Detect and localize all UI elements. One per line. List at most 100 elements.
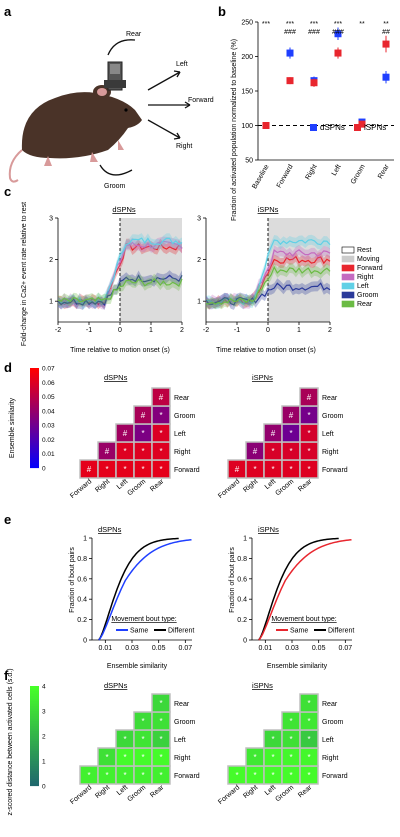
panel-c-chart: -2 -1 0 1 2 1 2 3 -2 -1 0 1 2 1 2 3 Rest Moving Forward Rig…: [49, 216, 383, 335]
c-legend-label: Left: [357, 283, 369, 290]
d-colorbar-seg: [30, 438, 39, 441]
d-colorbar-seg: [30, 383, 39, 386]
d-dspn-cell-mark: #: [159, 393, 164, 402]
c-line-rear: [205, 265, 331, 305]
d-dspn-cell-mark: *: [159, 429, 162, 438]
f-colorbar-seg: [30, 736, 39, 739]
d-colorbar-tick: 0: [42, 466, 46, 473]
d-dspn-cell-mark: #: [105, 447, 110, 456]
c-xtick-label: -2: [55, 327, 61, 334]
d-dspn-cell-mark: *: [159, 447, 162, 456]
f-dspn-cell-mark: *: [159, 753, 162, 762]
panel-e-chart: 0 0.2 0.4 0.6 0.8 1 0.01 0.03 0.05 0.07 Same Differ…: [77, 536, 354, 653]
right-arrow: [147, 119, 181, 139]
d-colorbar-seg: [30, 375, 39, 379]
f-colorbar-tick: 4: [42, 684, 46, 691]
f-ispn-cell: [299, 693, 319, 713]
d-colorbar-seg: [30, 405, 39, 409]
left-arrow: [147, 71, 181, 91]
b-xtick-label: Groom: [350, 163, 367, 185]
e-xtick-label: 0.03: [125, 645, 139, 652]
b-hashes: ###: [332, 29, 344, 36]
panel-e-title-dspn: dSPNs: [98, 525, 122, 534]
d-ispn-cell-mark: *: [307, 465, 310, 474]
b-point: [382, 40, 390, 48]
d-dspn-cell-mark: *: [123, 465, 126, 474]
d-dspn-cell-mark: #: [87, 465, 92, 474]
b-point: [310, 79, 318, 87]
move-label-groom: Groom: [104, 183, 126, 190]
c-ytick-label: 1: [197, 299, 201, 306]
d-colorbar-seg: [30, 455, 39, 459]
move-label-forward: Forward: [188, 97, 214, 104]
e-ytick-label: 0.8: [77, 556, 87, 563]
d-ispn-cell-mark: *: [289, 465, 292, 474]
e-ytick-label: 1: [83, 536, 87, 543]
c-ytick-label: 3: [197, 216, 201, 223]
f-ispn-cell-mark: *: [289, 771, 292, 780]
f-ispn-cell-mark: *: [253, 753, 256, 762]
f-colorbar-seg: [30, 753, 39, 757]
c-xtick-label: 2: [180, 327, 184, 334]
f-colorbar-seg: [30, 731, 39, 734]
d-ispn-cell-mark: *: [271, 465, 274, 474]
e-xtick-label: 0.03: [285, 645, 299, 652]
b-legend-swatch: [310, 124, 317, 131]
d-colorbar-seg: [30, 425, 39, 429]
c-legend-swatch: [341, 300, 355, 308]
d-colorbar-seg: [30, 450, 39, 454]
f-colorbar-seg: [30, 766, 39, 769]
f-colorbar-seg: [30, 746, 39, 749]
panel-letter-b: b: [218, 4, 226, 19]
f-colorbar-tick: 0: [42, 784, 46, 791]
f-colorbar-seg: [30, 693, 39, 697]
d-colorbar-seg: [30, 433, 39, 436]
e-ytick-label: 0.2: [77, 617, 87, 624]
d-ispn-cell-mark: *: [307, 447, 310, 456]
c-legend-swatch: [341, 291, 355, 299]
c-legend-label: Right: [357, 274, 373, 281]
d-colorbar-seg: [30, 378, 39, 381]
e-ytick-label: 1: [243, 536, 247, 543]
b-legend-label: iSPNs: [364, 123, 386, 132]
d-dspn-cell-mark: *: [141, 465, 144, 474]
f-dspn-cell-mark: *: [87, 771, 90, 780]
f-colorbar-seg: [30, 708, 39, 712]
d-colorbar-seg: [30, 430, 39, 434]
d-colorbar-seg: [30, 373, 39, 376]
f-colorbar-seg: [30, 733, 39, 737]
e-cdf-same: [98, 538, 192, 641]
d-ispn-cell-mark: #: [289, 411, 294, 420]
panel-d-chart: 0 0.01 0.02 0.03 0.04 0.05 0.06 0.07 # * * * * # * * * # *…: [30, 366, 348, 500]
b-point: [286, 49, 294, 57]
d-colorbar-tick: 0.05: [42, 394, 55, 401]
d-colorbar-seg: [30, 420, 39, 424]
f-colorbar-seg: [30, 778, 39, 782]
c-legend-label: Moving: [357, 256, 380, 263]
b-stars: **: [359, 21, 365, 28]
f-colorbar-seg: [30, 688, 39, 692]
f-ispn-row-label: Forward: [322, 773, 348, 780]
f-colorbar-seg: [30, 783, 39, 787]
f-dspn-cell-mark: *: [123, 771, 126, 780]
d-ispn-row-label: Right: [322, 449, 338, 456]
panel-c-title-dspn: dSPNs: [112, 205, 136, 214]
f-ispn-cell-mark: *: [289, 717, 292, 726]
f-dspn-row-label: Rear: [174, 701, 190, 708]
b-point: [334, 49, 342, 57]
d-colorbar-seg: [30, 380, 39, 384]
c-line-groom: [205, 282, 331, 306]
d-ispn-cell-mark: *: [271, 447, 274, 456]
f-dspn-cell-mark: *: [123, 735, 126, 744]
f-colorbar-seg: [30, 738, 39, 742]
c-ytick-label: 2: [197, 257, 201, 264]
c-legend-swatch: [341, 273, 355, 281]
b-hashes: ###: [308, 29, 320, 36]
d-colorbar-seg: [30, 440, 39, 444]
d-dspn-col-label: Groom: [126, 478, 147, 497]
f-dspn-cell-mark: *: [123, 753, 126, 762]
d-ispn-cell-mark: *: [289, 447, 292, 456]
d-dspn-cell-mark: #: [123, 429, 128, 438]
d-colorbar-seg: [30, 448, 39, 451]
